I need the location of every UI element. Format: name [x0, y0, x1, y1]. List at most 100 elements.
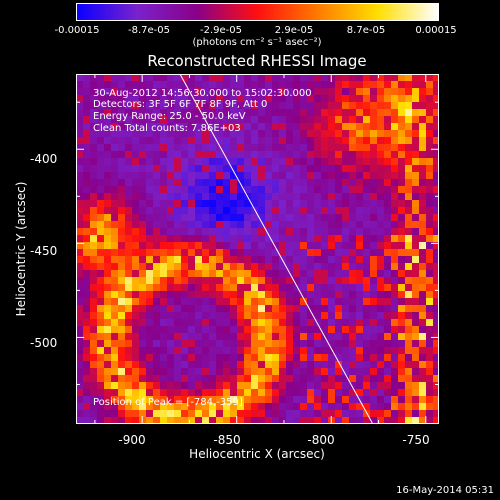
heatmap-cell	[111, 228, 119, 236]
heatmap-cell	[293, 256, 301, 264]
heatmap-cell	[314, 88, 322, 96]
heatmap-cell	[419, 291, 427, 299]
heatmap-cell	[83, 347, 91, 355]
heatmap-cell	[426, 193, 434, 201]
heatmap-cell	[181, 326, 189, 334]
heatmap-cell	[412, 396, 420, 404]
heatmap-cell	[279, 200, 287, 208]
heatmap-cell	[104, 88, 112, 96]
heatmap-cell	[146, 151, 154, 159]
heatmap-cell	[419, 165, 427, 173]
heatmap-cell	[153, 298, 161, 306]
heatmap-cell	[223, 88, 231, 96]
heatmap-cell	[370, 368, 378, 376]
heatmap-cell	[433, 165, 439, 173]
heatmap-cell	[370, 242, 378, 250]
heatmap-cell	[335, 116, 343, 124]
heatmap-cell	[244, 361, 252, 369]
heatmap-cell	[377, 410, 385, 418]
heatmap-cell	[258, 361, 266, 369]
heatmap-cell	[433, 354, 439, 362]
heatmap-cell	[244, 347, 252, 355]
heatmap-cell	[349, 228, 357, 236]
heatmap-cell	[181, 319, 189, 327]
heatmap-cell	[398, 158, 406, 166]
heatmap-cell	[335, 95, 343, 103]
heatmap-cell	[125, 284, 133, 292]
heatmap-cell	[181, 263, 189, 271]
heatmap-cell	[104, 375, 112, 383]
heatmap-cell	[342, 305, 350, 313]
heatmap-cell	[125, 396, 133, 404]
heatmap-cell	[384, 144, 392, 152]
heatmap-cell	[335, 319, 343, 327]
heatmap-cell	[384, 151, 392, 159]
heatmap-cell	[293, 382, 301, 390]
heatmap-cell	[111, 130, 119, 138]
heatmap-cell	[153, 137, 161, 145]
heatmap-cell	[104, 109, 112, 117]
heatmap-cell	[307, 158, 315, 166]
heatmap-cell	[349, 298, 357, 306]
heatmap-cell	[209, 375, 217, 383]
heatmap-cell	[195, 389, 203, 397]
heatmap-cell	[160, 88, 168, 96]
heatmap-cell	[146, 284, 154, 292]
heatmap-cell	[265, 207, 273, 215]
heatmap-cell	[426, 403, 434, 411]
heatmap-cell	[370, 312, 378, 320]
heatmap-cell	[97, 228, 105, 236]
heatmap-cell	[153, 305, 161, 313]
heatmap-cell	[328, 235, 336, 243]
heatmap-cell	[251, 130, 259, 138]
heatmap-cell	[342, 151, 350, 159]
heatmap-cell	[76, 347, 84, 355]
heatmap-cell	[160, 109, 168, 117]
heatmap-cell	[300, 375, 308, 383]
heatmap-cell	[328, 165, 336, 173]
heatmap-cell	[426, 333, 434, 341]
heatmap-cell	[349, 389, 357, 397]
heatmap-cell	[209, 228, 217, 236]
heatmap-cell	[335, 228, 343, 236]
peak-position-text: Position of Peak = [-784,-359]	[93, 397, 243, 408]
heatmap-cell	[398, 270, 406, 278]
heatmap-cell	[195, 116, 203, 124]
heatmap-cell	[125, 326, 133, 334]
heatmap-cell	[125, 109, 133, 117]
heatmap-cell	[384, 207, 392, 215]
heatmap-cell	[188, 354, 196, 362]
heatmap-cell	[160, 347, 168, 355]
heatmap-cell	[97, 179, 105, 187]
heatmap-cell	[405, 361, 413, 369]
heatmap-cell	[97, 368, 105, 376]
heatmap-cell	[265, 403, 273, 411]
heatmap-cell	[160, 130, 168, 138]
heatmap-cell	[391, 319, 399, 327]
heatmap-cell	[307, 354, 315, 362]
heatmap-cell	[132, 417, 140, 424]
heatmap-cell	[405, 354, 413, 362]
heatmap-cell	[167, 249, 175, 257]
heatmap-cell	[377, 319, 385, 327]
heatmap-cell	[307, 361, 315, 369]
heatmap-cell	[405, 368, 413, 376]
heatmap-cell	[237, 214, 245, 222]
heatmap-cell	[76, 375, 84, 383]
heatmap-cell	[300, 228, 308, 236]
heatmap-cell	[265, 158, 273, 166]
heatmap-cell	[314, 256, 322, 264]
heatmap-cell	[328, 361, 336, 369]
heatmap-cell	[139, 207, 147, 215]
heatmap-cell	[349, 88, 357, 96]
heatmap-cell	[230, 81, 238, 89]
heatmap-cell	[153, 123, 161, 131]
heatmap-cell	[174, 305, 182, 313]
heatmap-cell	[335, 179, 343, 187]
heatmap-cell	[321, 389, 329, 397]
heatmap-cell	[363, 277, 371, 285]
heatmap-cell	[153, 165, 161, 173]
heatmap-cell	[279, 298, 287, 306]
heatmap-cell	[328, 298, 336, 306]
heatmap-cell	[202, 326, 210, 334]
